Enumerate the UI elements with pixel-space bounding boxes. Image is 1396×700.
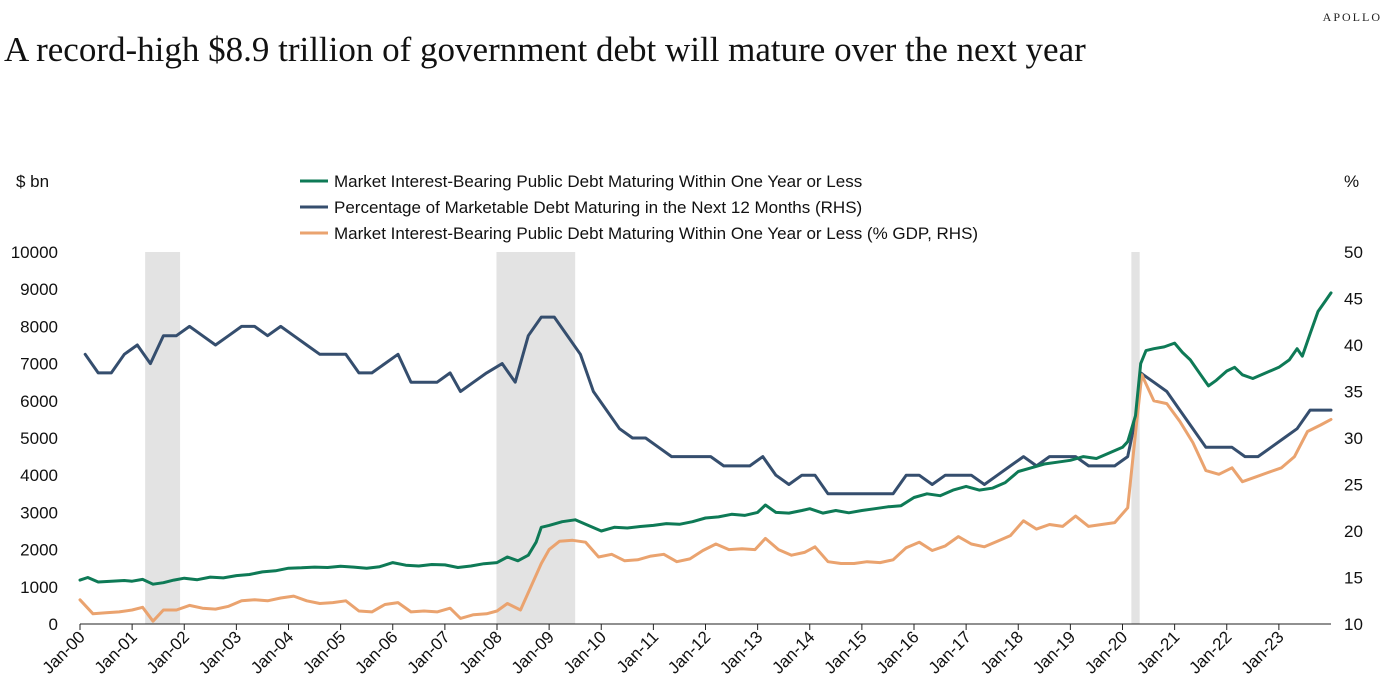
legend-label-2: Market Interest-Bearing Public Debt Matu…	[334, 224, 978, 243]
left-tick-label: 0	[49, 615, 58, 634]
right-tick-label: 50	[1344, 243, 1363, 262]
x-tick-label: Jan-15	[821, 627, 871, 677]
x-tick-label: Jan-21	[1133, 627, 1183, 677]
series-line-1	[83, 315, 1333, 496]
legend-label-0: Market Interest-Bearing Public Debt Matu…	[334, 172, 862, 191]
x-tick-label: Jan-02	[143, 627, 193, 677]
left-tick-label: 3000	[20, 503, 58, 522]
left-tick-label: 8000	[20, 317, 58, 336]
left-tick-label: 4000	[20, 466, 58, 485]
x-tick-label: Jan-07	[404, 627, 454, 677]
right-axis-unit: %	[1344, 172, 1359, 191]
recession-band-0	[145, 252, 181, 624]
x-tick-label: Jan-12	[664, 627, 714, 677]
x-tick-label: Jan-06	[351, 627, 401, 677]
brand-logo: APOLLO	[1322, 10, 1382, 24]
x-tick-label: Jan-08	[456, 627, 506, 677]
right-tick-label: 25	[1344, 476, 1363, 495]
x-tick-label: Jan-17	[925, 627, 975, 677]
left-axis-unit: $ bn	[16, 172, 49, 191]
axes: $ bn % Jan-00 Jan-01 Jan-02 Jan-03 Jan-04 Jan…	[11, 172, 1363, 678]
left-tick-label: 5000	[20, 429, 58, 448]
series-line-2	[78, 373, 1333, 623]
x-tick-label: Jan-04	[247, 627, 297, 677]
x-tick-label: Jan-11	[613, 627, 662, 676]
x-tick-label: Jan-22	[1185, 627, 1235, 677]
x-tick-label: Jan-18	[977, 627, 1027, 677]
x-tick-label: Jan-19	[1029, 627, 1079, 677]
left-tick-label: 1000	[20, 578, 58, 597]
recession-bands	[145, 252, 1140, 624]
right-tick-label: 30	[1344, 429, 1363, 448]
right-tick-label: 15	[1344, 569, 1363, 588]
left-tick-label: 7000	[20, 355, 58, 374]
right-tick-label: 10	[1344, 615, 1363, 634]
right-tick-label: 35	[1344, 383, 1363, 402]
x-tick-label: Jan-00	[39, 627, 89, 677]
right-tick-label: 20	[1344, 522, 1363, 541]
x-tick-label: Jan-14	[768, 627, 818, 677]
x-tick-label: Jan-01	[91, 627, 141, 677]
x-tick-label: Jan-03	[195, 627, 245, 677]
left-tick-label: 10000	[11, 243, 58, 262]
x-tick-label: Jan-09	[508, 627, 558, 677]
legend-label-1: Percentage of Marketable Debt Maturing i…	[334, 198, 862, 217]
x-tick-label: Jan-16	[873, 627, 923, 677]
series-line-0	[78, 291, 1333, 586]
series-lines	[78, 291, 1333, 623]
x-tick-label: Jan-23	[1238, 627, 1288, 677]
x-tick-label: Jan-10	[560, 627, 610, 677]
x-tick-label: Jan-13	[716, 627, 766, 677]
left-tick-label: 2000	[20, 541, 58, 560]
left-tick-label: 6000	[20, 392, 58, 411]
legend: Market Interest-Bearing Public Debt Matu…	[300, 172, 978, 243]
x-tick-label: Jan-05	[299, 627, 349, 677]
right-tick-label: 40	[1344, 336, 1363, 355]
recession-band-1	[496, 252, 576, 624]
right-tick-label: 45	[1344, 290, 1363, 309]
x-tick-label: Jan-20	[1081, 627, 1131, 677]
page-title: A record-high $8.9 trillion of governmen…	[4, 30, 1086, 69]
left-tick-label: 9000	[20, 280, 58, 299]
